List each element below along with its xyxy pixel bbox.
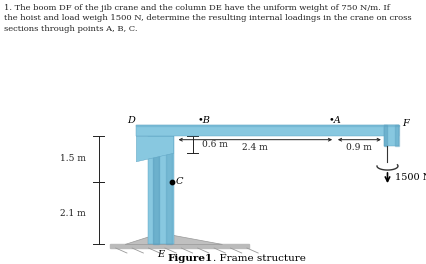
Bar — [384, 125, 399, 146]
Text: •A: •A — [328, 116, 341, 125]
Text: 0.9 m: 0.9 m — [346, 143, 372, 152]
Bar — [147, 136, 174, 244]
Text: . Frame structure: . Frame structure — [213, 254, 306, 263]
Text: 2.1 m: 2.1 m — [60, 209, 86, 218]
Text: D: D — [127, 116, 135, 125]
Text: 1.5 m: 1.5 m — [60, 154, 86, 163]
Text: C: C — [176, 177, 183, 186]
Point — [169, 180, 176, 184]
Text: E: E — [157, 250, 164, 259]
Text: 2.4 m: 2.4 m — [242, 143, 268, 152]
Polygon shape — [136, 136, 174, 162]
Bar — [110, 244, 249, 248]
Text: 1500 N: 1500 N — [395, 173, 426, 182]
Text: Figure1: Figure1 — [168, 254, 213, 263]
Text: F: F — [403, 119, 409, 128]
Bar — [384, 125, 387, 146]
Bar — [153, 136, 159, 244]
Text: •B: •B — [197, 116, 210, 125]
Text: 0.6 m: 0.6 m — [202, 140, 228, 149]
Bar — [136, 125, 399, 136]
Polygon shape — [125, 233, 222, 244]
Bar — [136, 125, 399, 126]
Text: 1. The boom DF of the jib crane and the column DE have the uniform weight of 750: 1. The boom DF of the jib crane and the … — [4, 4, 412, 33]
Bar — [166, 136, 172, 244]
Bar — [395, 125, 399, 146]
